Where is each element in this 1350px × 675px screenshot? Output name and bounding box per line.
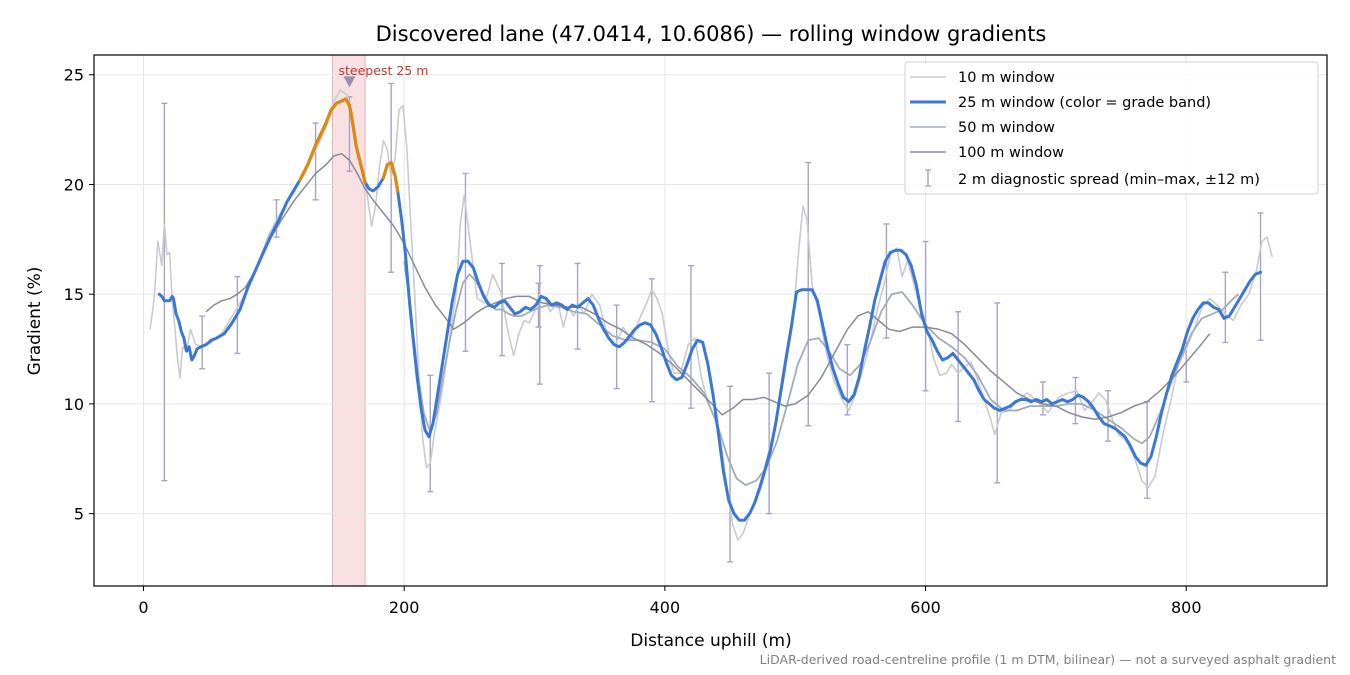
diag-errorbar [1105, 390, 1112, 442]
steepest-annotation: steepest 25 m [339, 63, 429, 78]
diag-errorbar [766, 372, 773, 515]
y-tick-label: 15 [64, 285, 84, 304]
y-tick-label: 10 [64, 395, 84, 414]
diag-errorbar [1039, 381, 1046, 416]
plot-frame [93, 54, 1328, 587]
x-axis-label: Distance uphill (m) [630, 631, 791, 651]
legend-box [904, 61, 1319, 195]
diag-errorbar [536, 264, 543, 385]
diag-errorbar [199, 315, 206, 370]
legend-label-100m: 100 m window [958, 145, 1064, 161]
series-line-25m-high-grade [298, 97, 367, 184]
diag-errorbar [883, 223, 890, 339]
diag-errorbar [687, 264, 694, 409]
diag-errorbar [922, 240, 929, 392]
legend-label-25m: 25 m window (color = grade band) [958, 95, 1211, 111]
series-lines [149, 89, 1274, 541]
x-tick-label: 0 [138, 598, 148, 617]
x-tick-label: 600 [910, 598, 941, 617]
diag-errorbar [955, 311, 962, 423]
y-axis-ticks: 5 10 15 20 25 [64, 66, 94, 524]
diag-errorbar [312, 122, 319, 201]
y-axis-label: Gradient (%) [25, 267, 45, 376]
x-tick-label: 200 [389, 598, 420, 617]
x-axis-ticks: 0 200 400 600 800 [138, 586, 1202, 617]
footnote: LiDAR-derived road-centreline profile (1… [760, 652, 1336, 667]
steepest-marker [343, 76, 356, 88]
y-tick-label: 20 [64, 175, 84, 194]
legend-label-10m: 10 m window [958, 70, 1055, 86]
legend-label-diag: 2 m diagnostic spread (min–max, ±12 m) [958, 172, 1260, 188]
series-line-25m-high-grade [381, 160, 400, 193]
diag-errorbar [648, 278, 655, 403]
y-tick-label: 25 [64, 66, 84, 85]
diag-errorbar [273, 199, 280, 238]
y-tick-label: 5 [74, 505, 84, 524]
diag-errorbar [844, 343, 851, 416]
x-tick-label: 400 [650, 598, 681, 617]
series-line-100m [205, 152, 1211, 420]
diag-errorbar [727, 385, 734, 563]
diag-errorbar [994, 302, 1001, 484]
chart-title: Discovered lane (47.0414, 10.6086) — rol… [376, 22, 1047, 46]
plot-area: steepest 25 m [93, 54, 1328, 587]
legend-swatch-diag [925, 169, 931, 187]
diag-errorbar [805, 161, 812, 427]
diag-errorbar [161, 102, 168, 482]
diag-errorbar [1257, 212, 1264, 341]
x-tick-label: 800 [1171, 598, 1202, 617]
diag-errorbar [1072, 376, 1079, 425]
legend: 10 m window 25 m window (color = grade b… [904, 61, 1319, 195]
legend-label-50m: 50 m window [958, 120, 1055, 136]
series-line-50m [403, 261, 1239, 486]
